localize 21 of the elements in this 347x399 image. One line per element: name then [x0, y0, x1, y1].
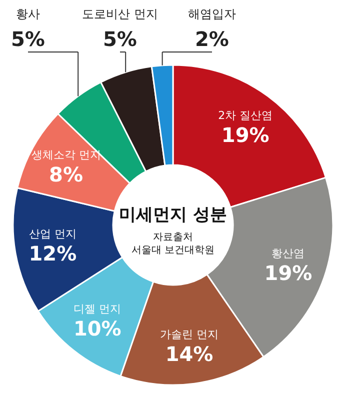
slice-label: 황산염	[272, 247, 305, 260]
slice-label: 산업 먼지	[28, 227, 76, 240]
slice-label: 황사	[16, 7, 40, 21]
data-label: 5%	[103, 27, 137, 51]
data-label: 8%	[49, 162, 83, 186]
data-label: 12%	[28, 241, 77, 266]
text: 자료출처	[153, 232, 193, 243]
slice-label: 디젤 먼지	[74, 302, 122, 316]
data-label: 14%	[165, 342, 214, 366]
text: 미세먼지 성분	[119, 205, 227, 225]
slice-label: 가솔린 먼지	[160, 328, 219, 341]
slice-label: 도로비산 먼지	[82, 7, 158, 21]
data-label: 10%	[73, 316, 122, 341]
data-label: 19%	[221, 122, 270, 147]
data-label: 5%	[11, 27, 45, 51]
data-label: 19%	[264, 261, 312, 286]
slice-label: 생체소각 먼지	[31, 148, 101, 162]
slice-label: 2차 질산염	[218, 108, 273, 122]
data-label: 2%	[195, 27, 229, 51]
slice-label: 해염입자	[188, 7, 236, 21]
text: 서울대 보건대학원	[131, 245, 215, 256]
